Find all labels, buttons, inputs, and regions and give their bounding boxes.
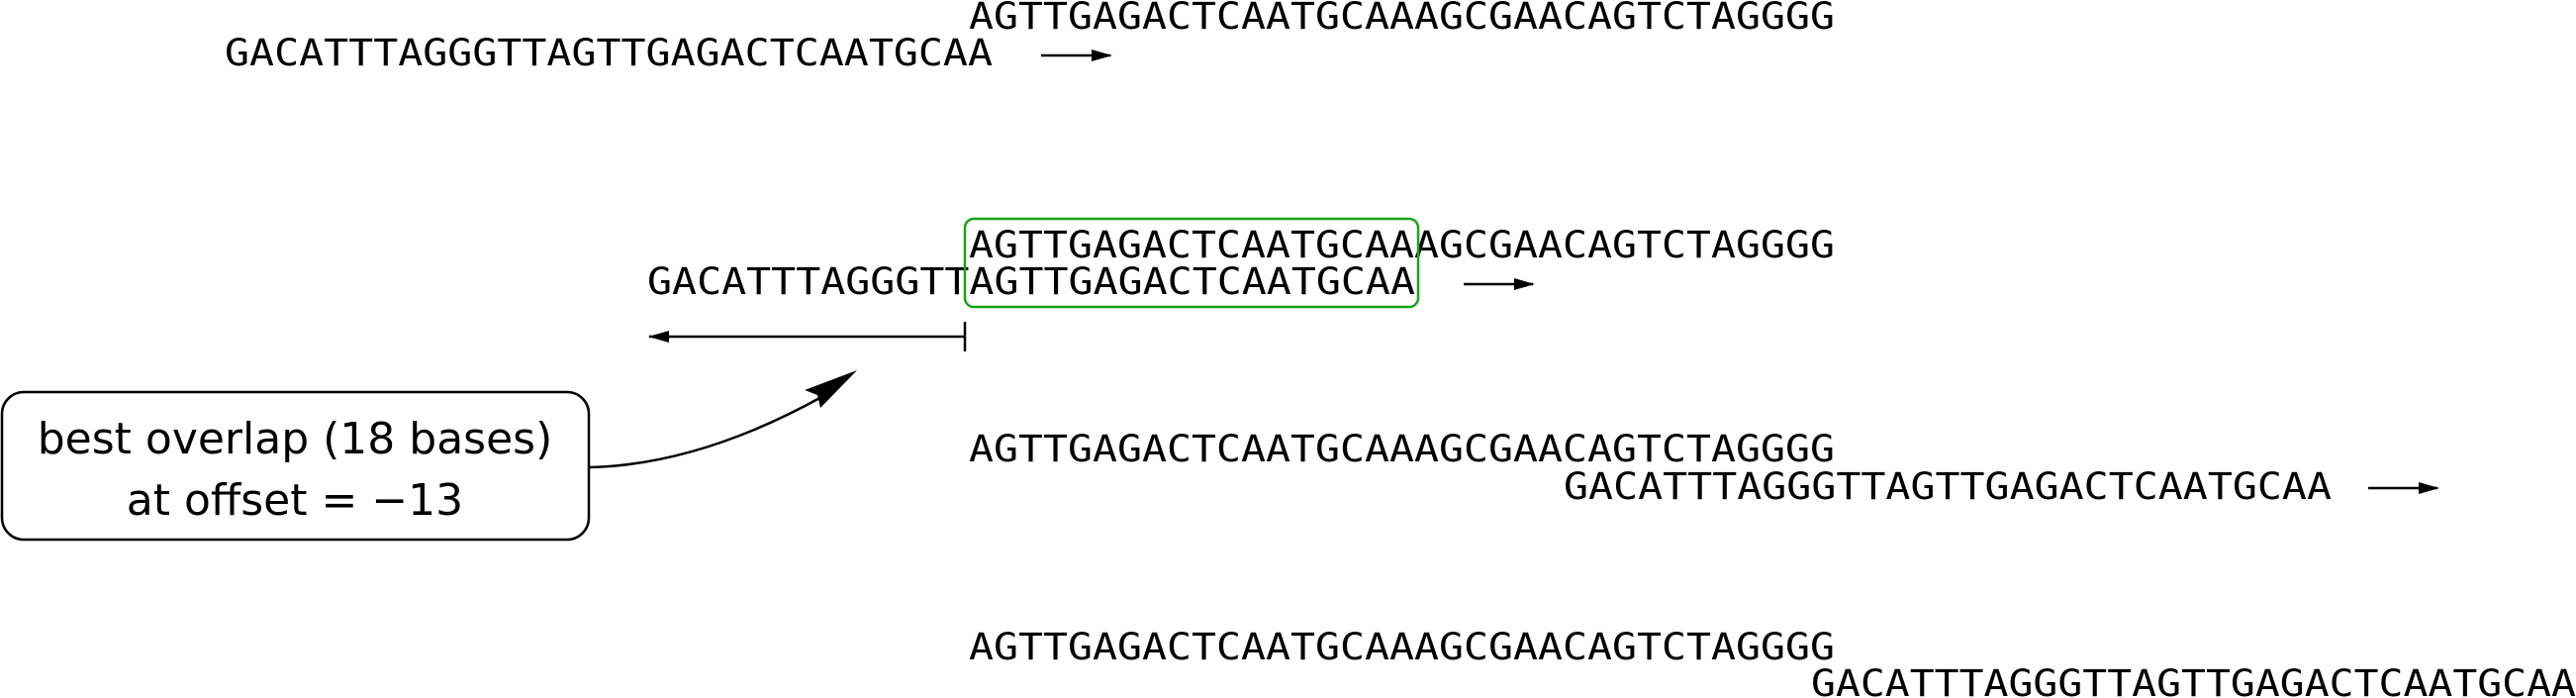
alignment-step-4: AGTTGAGACTCAATGCAAAGCGAACAGTCTAGGGG GACA… [969, 626, 2576, 698]
callout-line-1: best overlap (18 bases) [38, 414, 553, 464]
query-sequence: GACATTTAGGGTTAGTTGAGACTCAATGCAA [647, 260, 1415, 303]
query-sequence: GACATTTAGGGTTAGTTGAGACTCAATGCAA [225, 32, 993, 74]
query-sequence: GACATTTAGGGTTAGTTGAGACTCAATGCAA [1564, 465, 2332, 508]
reference-sequence: AGTTGAGACTCAATGCAAAGCGAACAGTCTAGGGG [969, 428, 1835, 470]
offset-indicator-icon [648, 322, 967, 351]
right-arrow-icon [1041, 50, 1112, 61]
callout: best overlap (18 bases) at offset = −13 [0, 370, 857, 542]
alignment-step-1: AGTTGAGACTCAATGCAAAGCGAACAGTCTAGGGG GACA… [225, 0, 1835, 74]
callout-line-2: at offset = −13 [127, 475, 463, 526]
right-arrow-icon [1464, 278, 1535, 290]
callout-box [0, 390, 591, 542]
reference-sequence: AGTTGAGACTCAATGCAAAGCGAACAGTCTAGGGG [969, 626, 1835, 668]
overlap-highlight-box [963, 217, 1420, 309]
query-sequence: GACATTTAGGGTTAGTTGAGACTCAATGCAA [1811, 662, 2576, 698]
curved-arrow-icon [589, 370, 857, 469]
right-arrow-icon [2368, 482, 2439, 494]
alignment-step-3: AGTTGAGACTCAATGCAAAGCGAACAGTCTAGGGG GACA… [969, 428, 2439, 508]
alignment-step-2: AGTTGAGACTCAATGCAAAGCGAACAGTCTAGGGG GACA… [647, 217, 1835, 351]
reference-sequence: AGTTGAGACTCAATGCAAAGCGAACAGTCTAGGGG [969, 224, 1835, 266]
reference-sequence: AGTTGAGACTCAATGCAAAGCGAACAGTCTAGGGG [969, 0, 1835, 38]
